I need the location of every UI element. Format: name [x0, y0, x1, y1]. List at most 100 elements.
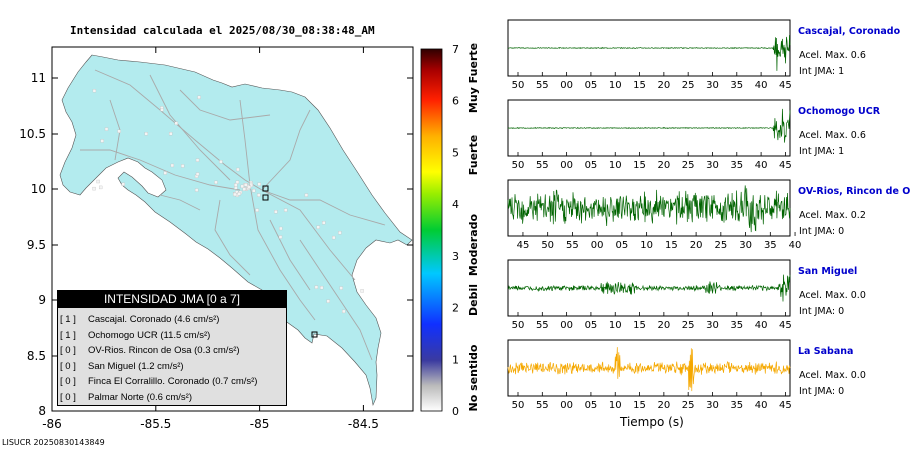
station-int-jma: Int JMA: 0	[799, 306, 844, 317]
city-dot	[194, 188, 199, 192]
legend-item-text: Cascajal. Coronado (4.6 cm/s²)	[88, 314, 220, 325]
legend-item: [ 0 ] Palmar Norte (0.6 cm/s²)	[60, 390, 286, 406]
station-int-jma: Int JMA: 0	[799, 226, 844, 237]
intensity-color-scale: 7 6 5 4 3 2 1 0 Muy Fuerte Fuerte Moderado Debil No…	[420, 43, 480, 418]
city-dot	[257, 182, 261, 186]
city-dot	[319, 285, 324, 290]
city-dot	[96, 179, 100, 184]
waveform-trace	[507, 274, 791, 302]
station-acel-max: Acel. Max. 0.0	[799, 370, 866, 381]
panel-tick-label: 50	[512, 160, 525, 171]
city-dot	[219, 160, 223, 164]
legend-item-text: Palmar Norte (0.6 cm/s²)	[88, 391, 192, 403]
panel-tick-label: 15	[633, 160, 646, 171]
city-dot	[195, 158, 200, 162]
map-ticks	[51, 47, 413, 412]
city-dot	[255, 208, 259, 212]
panel-tick-label: 40	[755, 160, 768, 171]
scale-tick-label: 1	[452, 353, 459, 366]
panel-tick-label: 10	[609, 400, 622, 411]
legend-item: [ 1 ] Cascajal. Coronado (4.6 cm/s²)	[60, 312, 286, 328]
station-name: Ochomogo UCR	[798, 106, 881, 117]
city-dot	[236, 167, 240, 172]
legend-item-text: Ochomogo UCR (11.5 cm/s²)	[88, 329, 211, 341]
time-axis-label: Tiempo (s)	[620, 415, 684, 429]
city-dot	[360, 289, 364, 293]
waveform-panel: 45 50 55 00 05 10 15 20 25 30 35 40 OV-Rios, Rincon …	[507, 179, 910, 251]
city-dot	[342, 309, 346, 314]
station-markers	[262, 185, 318, 338]
panel-tick-label: 30	[706, 320, 719, 331]
station-marker[interactable]	[262, 194, 269, 201]
city-dot	[197, 95, 201, 100]
city-dot	[92, 89, 97, 93]
panel-tick-label: 15	[633, 400, 646, 411]
city-dot	[234, 186, 238, 190]
costa-rica-landmass	[59, 54, 413, 407]
city-dot	[326, 299, 330, 303]
panel-tick-label: 05	[585, 80, 598, 91]
panel-tick-label: 10	[640, 240, 653, 251]
panel-tick-label: 00	[560, 80, 573, 91]
map-y-tick-label: 9	[38, 293, 46, 307]
station-marker[interactable]	[262, 185, 269, 192]
station-acel-max: Acel. Max. 0.6	[799, 130, 866, 141]
city-dot	[121, 182, 125, 186]
panel-tick-label: 20	[657, 320, 670, 331]
panel-tick-label: 45	[779, 160, 792, 171]
city-dot	[252, 188, 256, 193]
station-name: OV-Rios, Rincon de Osa	[798, 186, 910, 197]
station-acel-max: Acel. Max. 0.6	[799, 50, 866, 61]
city-dot	[117, 129, 121, 133]
panel-tick-label: 30	[706, 160, 719, 171]
station-marker[interactable]	[311, 331, 318, 338]
scale-ticks: 7 6 5 4 3 2 1 0	[452, 43, 459, 418]
legend-item-level: [ 0 ]	[60, 391, 76, 403]
legend-item-level: [ 0 ]	[60, 345, 76, 357]
panel-tick-label: 35	[730, 400, 743, 411]
map-x-tick-label: -84.5	[348, 417, 379, 431]
legend-item-text: San Miguel (1.2 cm/s²)	[88, 360, 184, 372]
panel-tick-label: 30	[739, 240, 752, 251]
scale-tick-label: 3	[452, 250, 459, 263]
scale-category-label: Moderado	[467, 214, 480, 277]
waveform-panel: 50 55 00 05 10 15 20 25 30 35 40 45 La Sabana Acel. M…	[507, 339, 866, 411]
city-dot	[242, 187, 246, 191]
scale-tick-label: 0	[452, 405, 459, 418]
color-bar	[420, 48, 443, 412]
city-dot	[163, 171, 167, 175]
city-dot	[304, 193, 309, 197]
panel-tick-label: 10	[609, 320, 622, 331]
panel-tick-label: 35	[730, 320, 743, 331]
city-dot	[339, 286, 343, 290]
station-int-jma: Int JMA: 1	[799, 66, 844, 77]
legend-item-text: OV-Rios. Rincon de Osa (0.3 cm/s²)	[88, 345, 240, 357]
panel-tick-label: 35	[730, 160, 743, 171]
panel-tick-label: 10	[609, 80, 622, 91]
panel-tick-label: 40	[755, 400, 768, 411]
legend-item: [ 0 ] OV-Rios. Rincon de Osa (0.3 cm/s²)	[60, 343, 286, 359]
station-name: Cascajal, Coronado	[798, 26, 901, 37]
intensity-legend: INTENSIDAD JMA [0 a 7] [ 1 ] Cascajal. Co…	[57, 290, 287, 406]
waveform-trace	[508, 35, 791, 71]
city-dot	[99, 185, 103, 190]
station-name: La Sabana	[798, 346, 853, 357]
footer-id: LISUCR 20250830143849	[2, 438, 105, 447]
station-int-jma: Int JMA: 0	[799, 386, 844, 397]
panel-tick-label: 30	[706, 80, 719, 91]
city-dot	[100, 139, 104, 143]
waveform-panel: 50 55 00 05 10 15 20 25 30 35 40 45 Cascajal, Corona…	[507, 19, 901, 91]
panel-tick-label: 50	[512, 80, 525, 91]
panel-tick-label: 45	[779, 400, 792, 411]
city-dot	[160, 107, 164, 112]
panel-tick-label: 25	[682, 160, 695, 171]
panel-tick-label: 55	[536, 400, 549, 411]
city-dot	[278, 235, 283, 239]
map-x-tick-label: -85	[250, 417, 270, 431]
legend-item-level: [ 0 ]	[60, 360, 76, 372]
map-x-tick-labels: -86-85.5-85-84.5-84-83.5-83	[42, 417, 379, 431]
road-network	[80, 69, 386, 361]
map-y-tick-label: 8.5	[27, 349, 46, 363]
panel-tick-label: 00	[560, 160, 573, 171]
panel-tick-label: 05	[616, 240, 629, 251]
